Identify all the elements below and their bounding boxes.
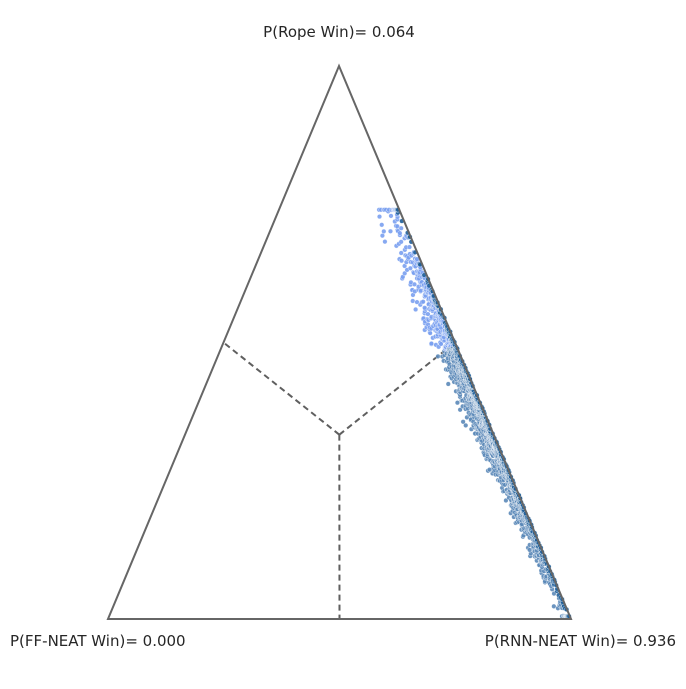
posterior-point [377, 214, 382, 219]
posterior-point [436, 354, 441, 359]
posterior-point [428, 331, 433, 336]
region-divider-0 [224, 343, 340, 435]
posterior-point [399, 251, 404, 256]
posterior-point [552, 604, 557, 609]
posterior-point [422, 305, 427, 310]
posterior-point [410, 299, 415, 304]
posterior-point [398, 231, 403, 236]
posterior-point [446, 382, 451, 387]
posterior-point [412, 282, 417, 287]
vertex-label-ff-neat: P(FF-NEAT Win)= 0.000 [10, 634, 186, 649]
posterior-point [421, 299, 426, 304]
posterior-point [399, 240, 404, 245]
region-dividers [224, 343, 456, 620]
vertex-label-rnn-neat: P(RNN-NEAT Win)= 0.936 [485, 634, 676, 649]
posterior-point [399, 226, 404, 231]
posterior-point [380, 233, 385, 238]
posterior-samples [377, 207, 572, 618]
posterior-point [399, 258, 404, 263]
posterior-point [382, 229, 387, 234]
posterior-point [388, 229, 393, 234]
posterior-point [389, 214, 394, 219]
posterior-point [429, 341, 434, 346]
posterior-point [463, 423, 468, 428]
vertex-label-rope: P(Rope Win)= 0.064 [263, 25, 415, 40]
posterior-point [407, 245, 412, 250]
posterior-point [379, 223, 384, 228]
posterior-point [383, 239, 388, 244]
posterior-point [408, 266, 413, 271]
posterior-point [413, 307, 418, 312]
posterior-point [455, 400, 460, 405]
